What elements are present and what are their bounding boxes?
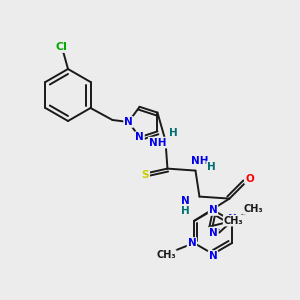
Text: N: N xyxy=(208,205,217,215)
Text: N: N xyxy=(135,132,144,142)
Text: N: N xyxy=(209,228,218,238)
Text: N: N xyxy=(208,251,217,261)
Text: NH: NH xyxy=(149,138,166,148)
Text: CH₃: CH₃ xyxy=(156,250,176,260)
Text: Cl: Cl xyxy=(55,42,67,52)
Text: H: H xyxy=(169,128,178,138)
Text: N: N xyxy=(188,238,196,248)
Text: H: H xyxy=(207,162,216,172)
Text: N: N xyxy=(181,196,190,206)
Text: H: H xyxy=(181,206,190,216)
Text: O: O xyxy=(245,174,254,184)
Text: N: N xyxy=(124,117,133,127)
Text: CH₃: CH₃ xyxy=(224,216,243,226)
Text: S: S xyxy=(142,169,149,180)
Text: CH₃: CH₃ xyxy=(243,204,263,214)
Text: NH: NH xyxy=(191,156,208,166)
Text: N: N xyxy=(228,214,236,224)
